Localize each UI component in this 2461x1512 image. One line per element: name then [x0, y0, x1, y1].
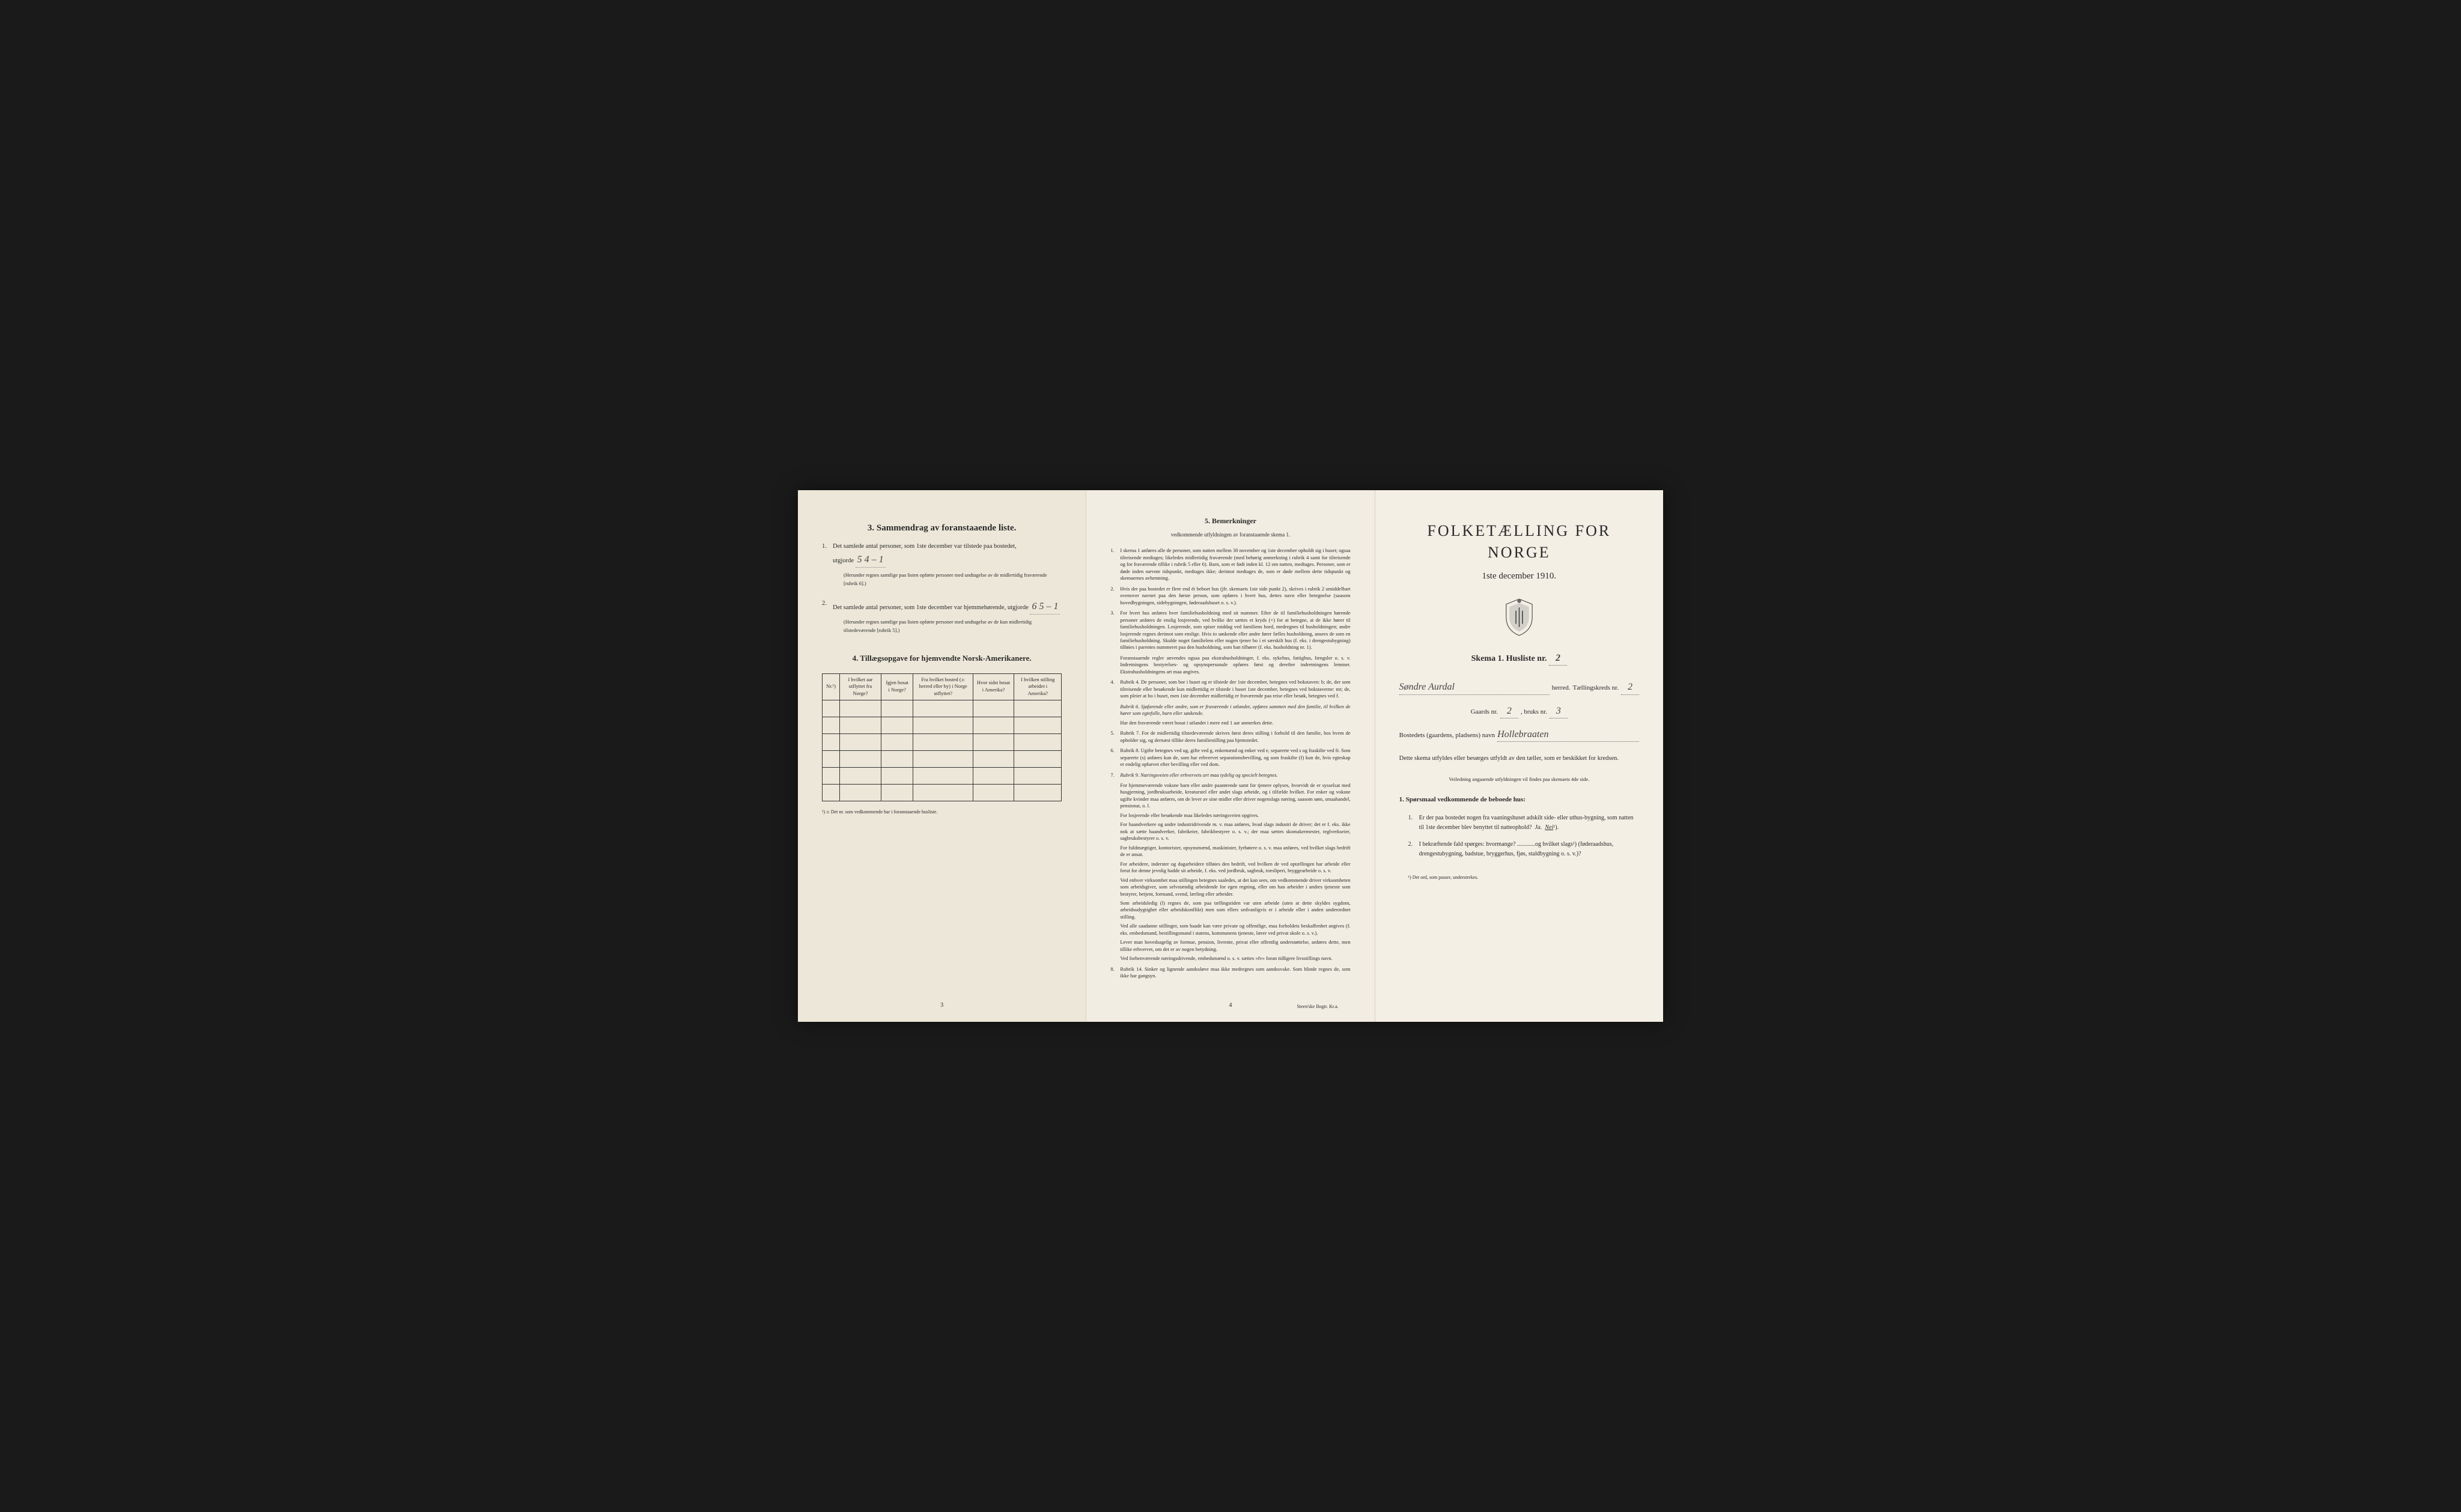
herred-value: Søndre Aurdal: [1399, 682, 1455, 692]
th-bosted: Fra hvilket bosted (ɔ: herred eller by) …: [913, 673, 973, 700]
question-section: 1. Spørsmaal vedkommende de beboede hus:…: [1399, 795, 1639, 859]
th-nr: Nr.¹): [823, 673, 840, 700]
gaards-line: Gaards nr. 2 , bruks nr. 3: [1399, 705, 1639, 718]
table-footnote: ¹) ɔ: Det nr. som vedkommende har i fora…: [822, 809, 1062, 815]
bosted-line: Bostedets (gaardens, pladsens) navn Holl…: [1399, 728, 1639, 742]
gaards-nr: 2: [1500, 705, 1518, 718]
tilstede-count: 5 4 – 1: [856, 552, 886, 568]
census-document: 3. Sammendrag av foranstaaende liste. 1.…: [798, 490, 1663, 1022]
skema-line: Skema 1. Husliste nr. 2: [1399, 652, 1639, 666]
table-row: [823, 700, 1062, 717]
page-1-cover: FOLKETÆLLING FOR NORGE 1ste december 191…: [1375, 490, 1663, 1022]
table-row: [823, 768, 1062, 785]
th-stilling: I hvilken stilling arbeidet i Amerika?: [1014, 673, 1062, 700]
bosted-value: Hollebraaten: [1497, 729, 1548, 739]
table-row: [823, 785, 1062, 801]
section-5-title: 5. Bemerkninger: [1110, 516, 1350, 526]
page-3-summary: 3. Sammendrag av foranstaaende liste. 1.…: [798, 490, 1086, 1022]
section-3-title: 3. Sammendrag av foranstaaende liste.: [822, 522, 1062, 535]
hjemmehorende-count: 6 5 – 1: [1030, 599, 1060, 615]
table-row: [823, 734, 1062, 751]
th-amerika: Hvor sidst bosat i Amerika?: [973, 673, 1014, 700]
amerikanere-table: Nr.¹) I hvilket aar utflyttet fra Norge?…: [822, 673, 1062, 802]
summary-item-1: 1. Det samlede antal personer, som 1ste …: [822, 542, 1062, 592]
section-4-title: 4. Tillægsopgave for hjemvendte Norsk-Am…: [822, 653, 1062, 664]
guidance-note: Veiledning angaaende utfyldningen vil fi…: [1399, 776, 1639, 783]
question-1: 1. Er der paa bostedet nogen fra vaaning…: [1408, 813, 1639, 833]
answer-nei: Nei: [1545, 824, 1553, 831]
filling-instruction: Dette skema utfyldes eller besørges utfy…: [1399, 754, 1639, 764]
instruction-list: 1.I skema 1 anføres alle de personer, so…: [1110, 547, 1350, 979]
main-title: FOLKETÆLLING FOR NORGE: [1399, 520, 1639, 564]
herred-line: Søndre Aurdal herred. Tællingskreds nr. …: [1399, 681, 1639, 694]
footnote: ¹) Det ord, som passer, understrekes.: [1399, 874, 1639, 881]
bruks-nr: 3: [1550, 705, 1568, 718]
page-number: 4: [1229, 1001, 1232, 1010]
husliste-nr: 2: [1549, 652, 1567, 666]
table-row: [823, 717, 1062, 734]
page-4-remarks: 5. Bemerkninger vedkommende utfyldningen…: [1086, 490, 1375, 1022]
kreds-nr: 2: [1621, 681, 1639, 694]
summary-item-2: 2. Det samlede antal personer, som 1ste …: [822, 599, 1062, 639]
th-utflyttet: I hvilket aar utflyttet fra Norge?: [840, 673, 881, 700]
table-row: [823, 751, 1062, 768]
coat-of-arms-icon: [1503, 598, 1536, 637]
census-date: 1ste december 1910.: [1399, 570, 1639, 583]
section-5-subtitle: vedkommende utfyldningen av foranstaaend…: [1110, 531, 1350, 539]
question-header: 1. Spørsmaal vedkommende de beboede hus:: [1399, 795, 1639, 804]
page-number: 3: [940, 1001, 943, 1010]
printer-mark: Steen'ske Bogtr. Kr.a.: [1297, 1003, 1338, 1010]
th-igjen: Igjen bosat i Norge?: [881, 673, 913, 700]
question-2: 2. I bekræftende fald spørges: hvormange…: [1408, 840, 1639, 859]
